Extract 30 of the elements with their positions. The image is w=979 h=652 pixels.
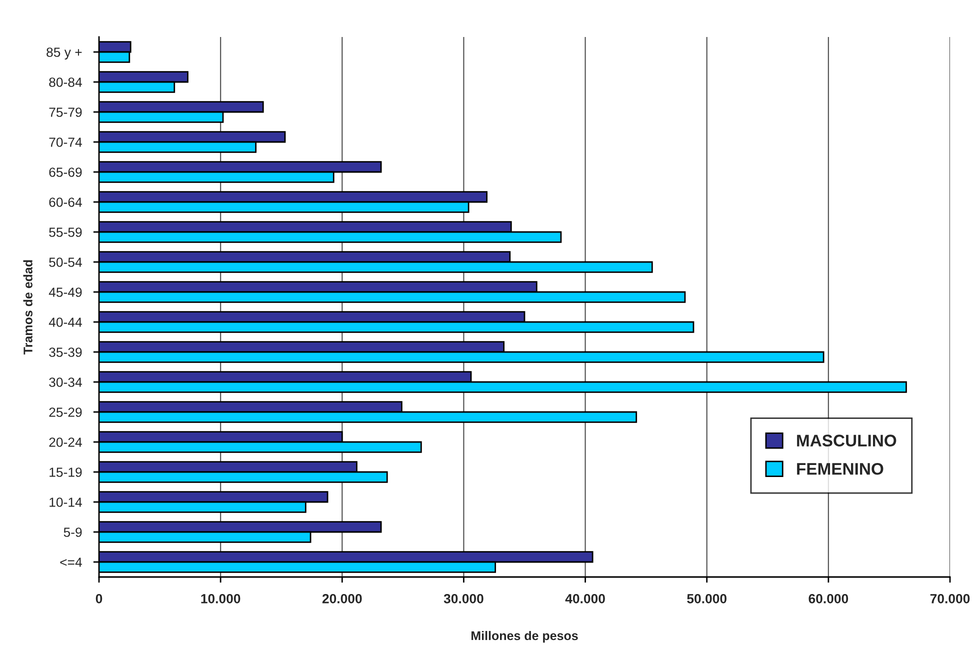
y-tick-label: 20-24 — [49, 438, 82, 447]
y-tick-label: 70-74 — [49, 138, 82, 147]
y-tick-label: 30-34 — [49, 378, 82, 387]
x-tick-label: 70.000 — [930, 594, 970, 604]
y-tick-label: 55-59 — [49, 228, 82, 237]
y-tick-label: 65-69 — [49, 168, 82, 177]
y-tick-label: 15-19 — [50, 468, 82, 477]
y-tick-label: 10-14 — [50, 498, 82, 507]
y-tick-label: 75-79 — [49, 108, 82, 117]
x-tick-label: 20.000 — [322, 594, 362, 604]
y-tick-label: 50-54 — [49, 258, 82, 267]
y-tick-label: 45-49 — [48, 288, 82, 297]
x-tick-label: 40.000 — [565, 594, 605, 604]
y-tick-label: 25-29 — [49, 408, 82, 417]
y-tick-label: 85 y + — [46, 48, 82, 60]
x-tick-label: 0 — [96, 594, 102, 604]
x-tick-label: 50.000 — [687, 594, 726, 604]
x-tick-label: 30.000 — [444, 594, 484, 604]
y-tick-label: 35-39 — [49, 348, 82, 357]
x-tick-label: 10.000 — [201, 594, 240, 604]
legend-label: FEMENINO — [797, 462, 884, 475]
x-tick-label: 60.000 — [808, 594, 848, 604]
y-tick-label: 80-84 — [49, 78, 82, 87]
y-axis-title: Tramos de edad — [23, 260, 32, 354]
y-tick-label: <=4 — [60, 558, 82, 567]
y-tick-label: 60-64 — [49, 198, 82, 207]
legend-label: MASCULINO — [797, 434, 896, 446]
y-tick-label: 40-44 — [48, 318, 82, 327]
y-tick-label: 5-9 — [64, 528, 82, 537]
x-axis-title: Millones de pesos — [472, 630, 578, 643]
